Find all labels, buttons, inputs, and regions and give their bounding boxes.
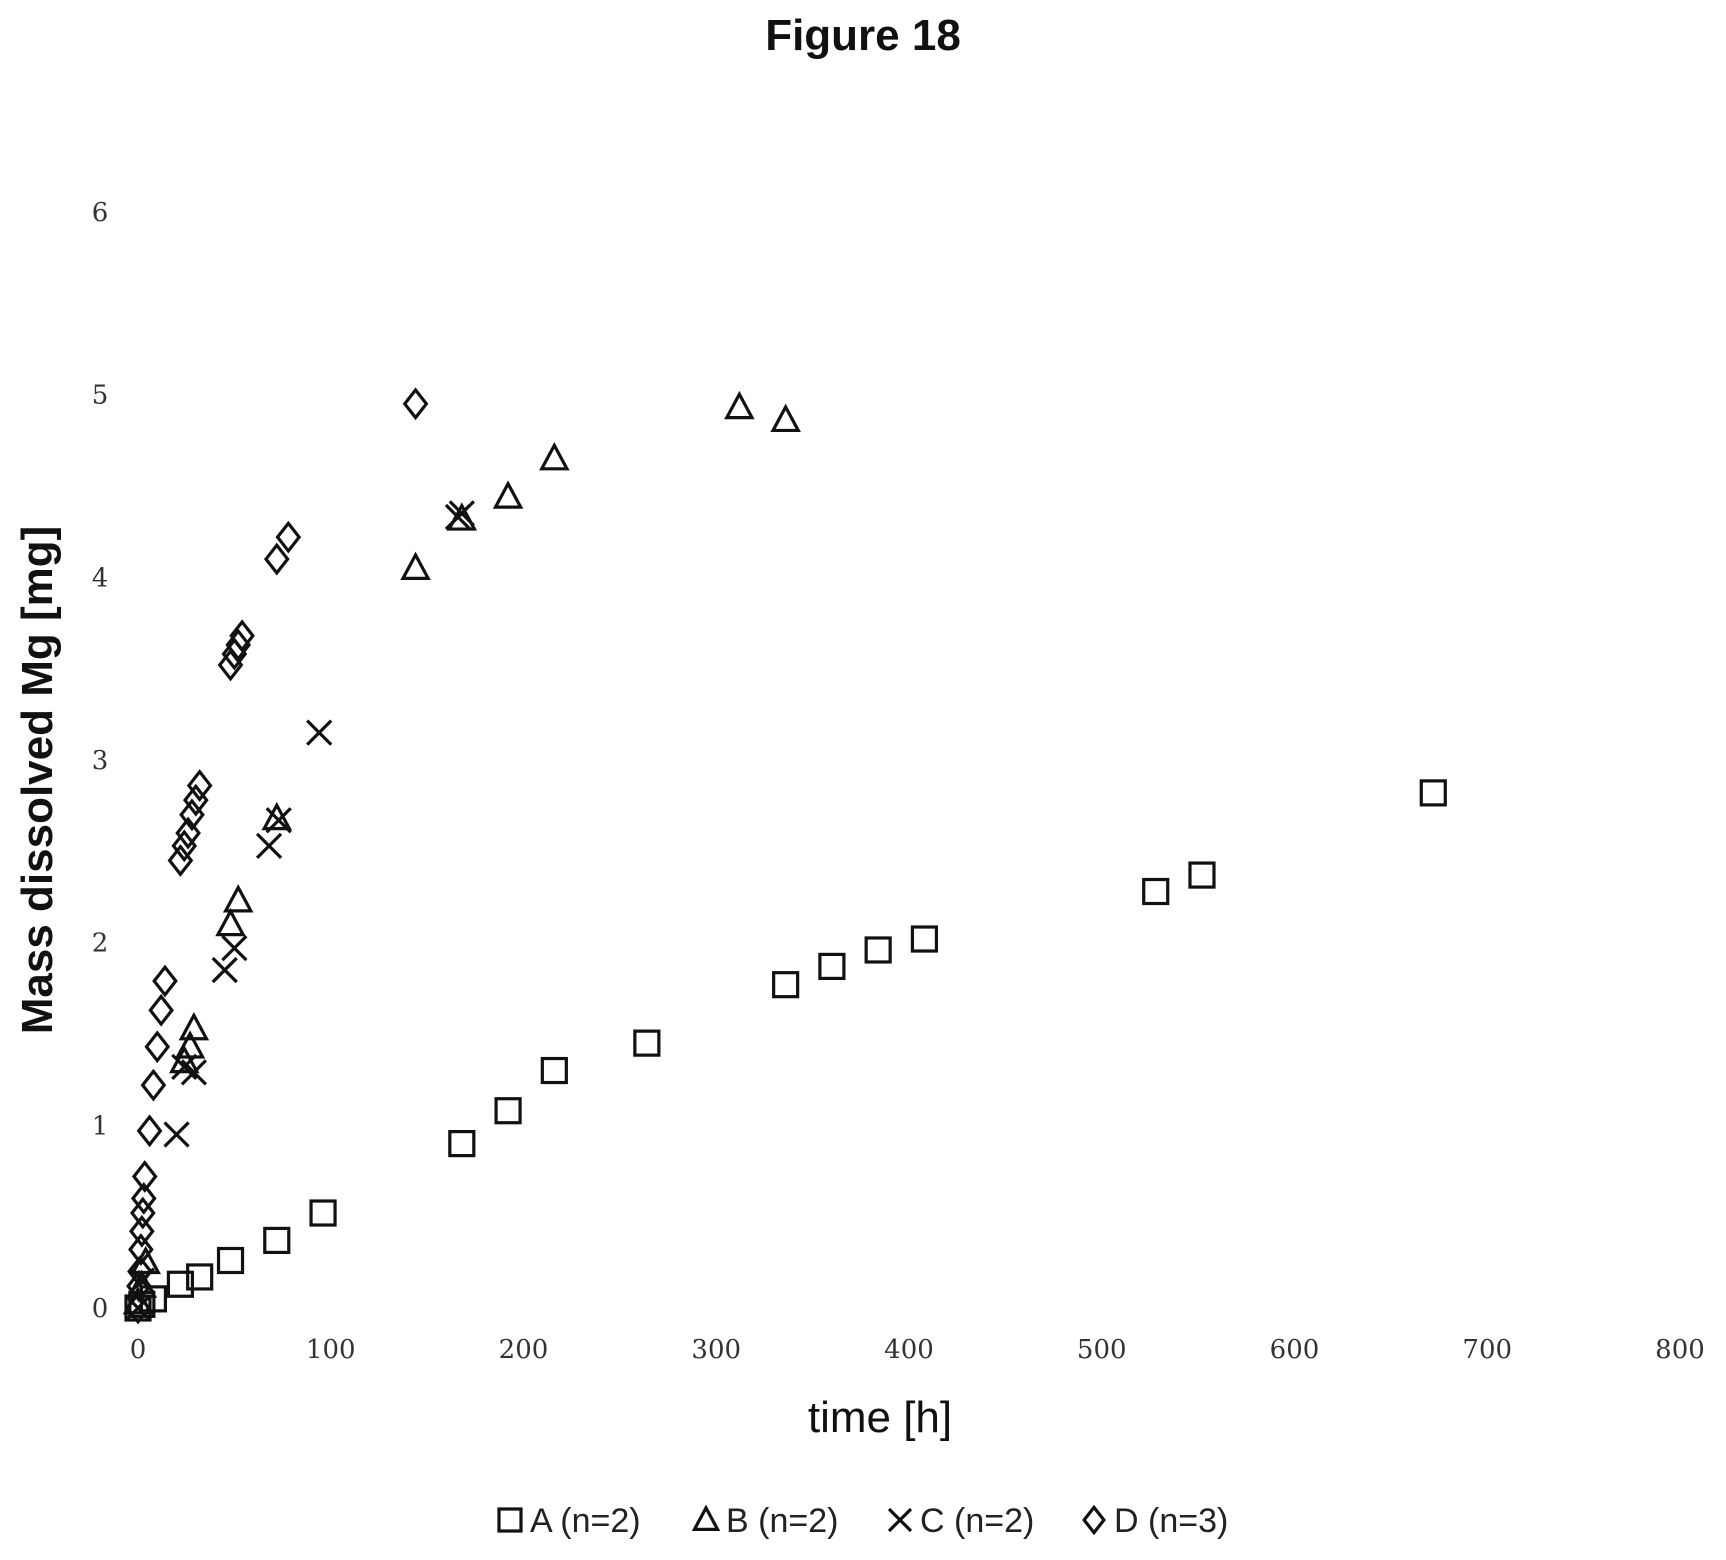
x-tick-label: 200 xyxy=(499,1335,549,1365)
data-point-triangle xyxy=(446,502,478,531)
chart-title: Figure 18 xyxy=(765,11,961,60)
data-point-x xyxy=(306,719,333,746)
x-axis-ticks: 0 100 200 300 400 500 600 700 800 xyxy=(130,1335,1705,1365)
legend-marker-square xyxy=(497,1507,523,1533)
data-point-diamond xyxy=(131,1160,158,1193)
legend-label: B (n=2) xyxy=(726,1502,838,1540)
data-point-square xyxy=(1142,877,1170,906)
data-point-diamond xyxy=(130,1182,157,1215)
x-tick-label: 100 xyxy=(306,1335,356,1365)
legend-label: D (n=3) xyxy=(1114,1502,1228,1540)
x-tick-label: 800 xyxy=(1655,1335,1705,1365)
y-tick-label: 1 xyxy=(92,1111,109,1141)
data-point-triangle xyxy=(174,1030,206,1059)
data-point-diamond xyxy=(275,520,302,554)
data-point-square xyxy=(633,1029,661,1057)
y-axis-ticks: 0 1 2 3 4 5 6 xyxy=(92,198,109,1324)
data-point-diamond xyxy=(225,628,252,662)
data-point-diamond xyxy=(167,844,194,877)
legend-label: A (n=2) xyxy=(530,1502,641,1540)
y-tick-label: 5 xyxy=(92,381,109,411)
x-tick-label: 600 xyxy=(1270,1335,1320,1365)
legend-item: A (n=2) xyxy=(497,1502,641,1540)
data-point-square xyxy=(910,925,939,953)
data-point-triangle xyxy=(400,551,431,581)
data-point-diamond xyxy=(152,964,178,998)
data-point-square xyxy=(818,952,846,981)
x-tick-label: 700 xyxy=(1462,1335,1512,1365)
data-point-x xyxy=(255,832,283,859)
legend-marker-triangle xyxy=(691,1504,721,1531)
legend-item: B (n=2) xyxy=(691,1502,838,1540)
data-point-diamond xyxy=(148,993,174,1027)
data-point-triangle xyxy=(178,1011,210,1041)
data-point-diamond xyxy=(140,1068,167,1102)
data-point-triangle xyxy=(770,403,801,433)
legend-marker-diamond xyxy=(1082,1504,1106,1536)
data-point-triangle xyxy=(539,442,570,471)
data-point-square xyxy=(216,1246,245,1275)
legend: A (n=2) B (n=2) C (n=2) D (n=3) xyxy=(497,1502,1228,1540)
data-point-diamond xyxy=(125,1291,151,1325)
data-point-square xyxy=(186,1263,214,1291)
data-point-square xyxy=(864,936,892,964)
data-point-square xyxy=(772,971,800,999)
data-point-triangle xyxy=(222,884,254,913)
legend-item: D (n=3) xyxy=(1082,1502,1228,1540)
data-point-square xyxy=(494,1097,522,1125)
data-point-triangle xyxy=(724,390,755,420)
data-point-x xyxy=(211,956,238,984)
y-tick-label: 4 xyxy=(92,563,109,593)
data-point-x xyxy=(221,935,248,962)
data-point-square xyxy=(1419,779,1447,807)
data-point-x xyxy=(265,807,292,834)
data-point-diamond xyxy=(126,1269,152,1303)
data-point-x xyxy=(180,1059,208,1086)
x-tick-label: 400 xyxy=(884,1335,934,1365)
data-point-triangle xyxy=(492,480,524,509)
series-square xyxy=(124,779,1447,1322)
data-point-square xyxy=(540,1056,568,1085)
data-point-diamond xyxy=(175,816,201,850)
data-point-diamond xyxy=(263,542,290,576)
data-point-diamond xyxy=(402,387,429,421)
x-tick-label: 0 xyxy=(130,1335,147,1365)
data-point-x xyxy=(163,1121,190,1148)
data-points xyxy=(122,387,1447,1325)
x-tick-label: 500 xyxy=(1077,1335,1127,1365)
y-tick-label: 3 xyxy=(92,746,109,776)
y-axis-label: Mass dissolved Mg [mg] xyxy=(13,526,62,1035)
data-point-diamond xyxy=(129,1214,155,1248)
data-point-diamond xyxy=(144,1030,171,1064)
data-point-square xyxy=(263,1226,291,1255)
legend-label: C (n=2) xyxy=(920,1502,1034,1540)
data-point-square xyxy=(309,1199,337,1227)
data-point-diamond xyxy=(136,1114,163,1148)
x-axis-label: time [h] xyxy=(808,1393,952,1442)
y-tick-label: 6 xyxy=(92,198,109,228)
y-tick-label: 0 xyxy=(92,1294,109,1324)
series-triangle xyxy=(122,390,801,1315)
data-point-diamond xyxy=(128,1233,154,1266)
data-point-diamond xyxy=(129,1196,156,1230)
series-x xyxy=(124,500,475,1322)
y-tick-label: 2 xyxy=(92,929,109,959)
data-point-square xyxy=(166,1270,195,1298)
x-tick-label: 300 xyxy=(691,1335,741,1365)
data-point-diamond xyxy=(182,783,209,817)
data-point-diamond xyxy=(229,619,255,653)
data-point-diamond xyxy=(127,1255,153,1288)
legend-item: C (n=2) xyxy=(887,1502,1034,1540)
data-point-square xyxy=(1188,861,1216,889)
data-point-square xyxy=(448,1129,476,1158)
data-point-diamond xyxy=(186,769,213,802)
series-diamond xyxy=(125,387,429,1325)
data-point-x xyxy=(124,1294,152,1322)
data-point-triangle xyxy=(215,907,246,937)
data-point-x xyxy=(448,500,475,527)
legend-marker-x xyxy=(887,1507,913,1533)
data-point-diamond xyxy=(171,829,198,863)
